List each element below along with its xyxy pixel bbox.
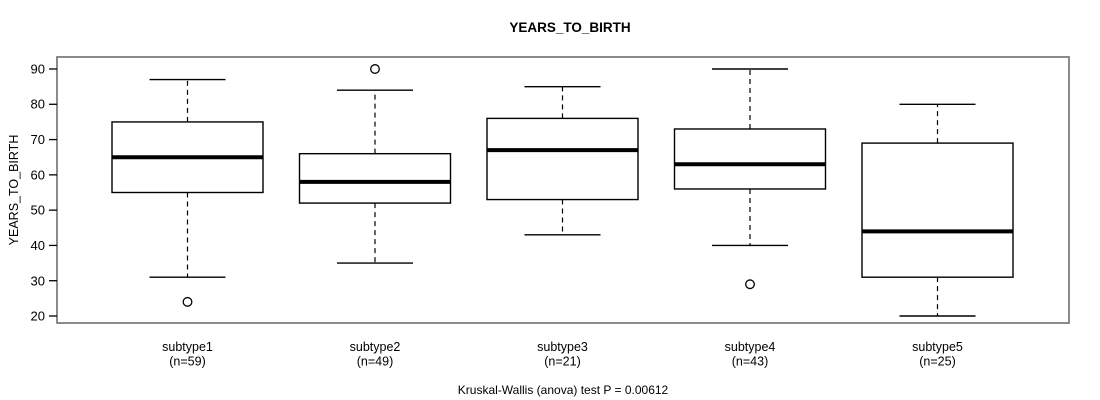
y-tick-label: 90 [31,62,45,77]
y-tick-label: 30 [31,274,45,289]
x-category-count: (n=59) [169,355,205,369]
x-category-count: (n=21) [544,355,580,369]
outlier-point-subtype4 [745,279,755,290]
plot-area [49,56,1070,324]
x-category-label: subtype1 [162,340,213,354]
y-tick-label: 60 [31,168,45,183]
iqr-box-subtype3 [486,117,639,201]
x-category-count: (n=49) [357,355,393,369]
x-category-label: subtype5 [912,340,963,354]
iqr-box-subtype4 [673,128,827,190]
x-category-label: subtype2 [350,340,401,354]
x-category-label: subtype3 [537,340,588,354]
chart-title: YEARS_TO_BIRTH [509,20,630,35]
x-category-label: subtype4 [725,340,776,354]
statistical-test-annotation: Kruskal-Wallis (anova) test P = 0.00612 [458,383,669,397]
y-tick-label: 70 [31,132,45,147]
y-tick-label: 80 [31,97,45,112]
iqr-box-subtype5 [861,142,1014,278]
y-tick-label: 50 [31,203,45,218]
y-tick-label: 20 [31,309,45,324]
x-category-count: (n=25) [919,355,955,369]
outlier-point-subtype2 [370,64,380,74]
outlier-point-subtype1 [182,296,193,307]
y-tick-label: 40 [31,238,45,253]
y-axis-label: YEARS_TO_BIRTH [7,135,21,246]
plot-border [56,56,1070,324]
iqr-box-subtype2 [298,152,452,204]
x-category-count: (n=43) [732,355,768,369]
